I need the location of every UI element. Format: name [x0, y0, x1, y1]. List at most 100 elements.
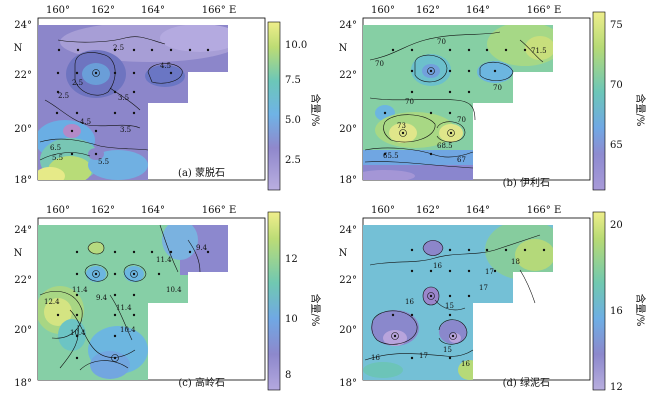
- contour-label: 5.5: [98, 158, 109, 166]
- y-tick-label: 24°: [14, 225, 32, 236]
- contour-label: 9.4: [196, 244, 208, 252]
- contour-labels-c: 9.4 11.4 10.4 12.4 11.4 11.4 10.4 10.4 9…: [44, 244, 208, 337]
- x-tick-label: 160°: [46, 205, 70, 216]
- contour-label: 4.5: [160, 62, 171, 70]
- x-tick-label: 164°: [141, 205, 165, 216]
- contour-label: 4.5: [80, 118, 91, 126]
- y-tick-label: 18°: [339, 378, 357, 389]
- panel-label: (c) 高岭石: [178, 376, 225, 389]
- colorbar-tick: 12: [610, 382, 623, 393]
- contour-label: 70: [493, 84, 502, 92]
- x-axis-ticks: 160° 162° 164° 166° E: [46, 205, 236, 216]
- contour-label: 6.5: [50, 144, 61, 152]
- contour-label: 11.4: [116, 304, 132, 312]
- y-axis-ticks: 24° N 22° 20° 18°: [339, 225, 357, 389]
- colorbar-tick: 10: [285, 314, 298, 325]
- contour-labels-b: 70 71.5 70 73 70 70 68.5 67 65.5 70: [375, 38, 547, 164]
- x-tick-label: 164°: [466, 5, 490, 16]
- colorbar-tick: 70: [610, 80, 623, 91]
- y-tick-label: 18°: [14, 378, 32, 389]
- contour-label: 10.4: [166, 286, 182, 294]
- contour-label: 15: [445, 302, 454, 310]
- colorbar-tick: 8: [285, 370, 291, 381]
- sample-stations-b: [383, 48, 527, 156]
- panel-montmorillonite: 2.5 4.5 3.5 2.5 3.5 6.5 5.5 4.5 5.5 2.5 …: [0, 0, 325, 200]
- contour-label: 2.5: [72, 79, 83, 87]
- panel-label: (d) 绿泥石: [503, 376, 550, 389]
- y-tick-label: 24°: [14, 20, 32, 31]
- x-tick-label: 164°: [466, 205, 490, 216]
- contour-label: 16: [433, 262, 442, 270]
- map-kaolinite: 9.4 11.4 10.4 12.4 11.4 11.4 10.4 10.4 9…: [14, 205, 322, 391]
- y-axis-ticks: 24° N 22° 20° 18°: [14, 20, 32, 186]
- contour-label: 11.4: [156, 256, 172, 264]
- contour-label: 10.4: [120, 326, 136, 334]
- panel-chlorite: 18 17 16 17 16 15 16 17 15 16 (d) 绿泥石 16…: [325, 200, 650, 400]
- y-tick-label: 22°: [14, 70, 32, 81]
- colorbar-tick: 12: [285, 254, 298, 265]
- x-tick-label: 166° E: [527, 205, 562, 216]
- north-label: N: [339, 248, 348, 259]
- contour-label: 70: [457, 116, 466, 124]
- contour-label: 15: [443, 346, 452, 354]
- north-label: N: [14, 248, 23, 259]
- contour-label: 3.5: [120, 126, 131, 134]
- north-label: N: [14, 43, 23, 54]
- y-tick-label: 22°: [14, 275, 32, 286]
- contour-label: 2.5: [113, 44, 124, 52]
- sample-stations-d: [391, 248, 546, 360]
- map-illite: 70 71.5 70 73 70 70 68.5 67 65.5 70 (b) …: [339, 5, 647, 191]
- colorbar-title: 含量/%: [634, 294, 647, 327]
- x-tick-label: 166° E: [202, 5, 237, 16]
- map-chlorite: 18 17 16 17 16 15 16 17 15 16 (d) 绿泥石 16…: [339, 205, 647, 393]
- contour-label: 16: [461, 360, 470, 368]
- y-tick-label: 20°: [14, 124, 32, 135]
- colorbar-tick: 5.0: [285, 115, 301, 126]
- colorbar-title: 含量/%: [634, 94, 647, 127]
- colorbar-title: 含量/%: [309, 294, 322, 327]
- contour-label: 3.5: [118, 94, 129, 102]
- sample-stations-c: [56, 250, 210, 360]
- sample-stations-a: [55, 48, 210, 156]
- colorbar-tick: 10.0: [285, 40, 307, 51]
- contour-label: 70: [375, 60, 384, 68]
- y-tick-label: 20°: [14, 325, 32, 336]
- colorbar-d: 20 16 12 含量/%: [592, 211, 647, 393]
- colorbar-tick: 65: [610, 140, 623, 151]
- colorbar-tick: 16: [610, 306, 623, 317]
- x-tick-label: 162°: [416, 5, 440, 16]
- colorbar-c: 12 10 8 含量/%: [267, 211, 322, 391]
- x-tick-label: 162°: [91, 5, 115, 16]
- y-tick-label: 20°: [339, 325, 357, 336]
- contour-label: 65.5: [383, 152, 399, 160]
- contour-label: 17: [485, 268, 494, 276]
- x-tick-label: 162°: [416, 205, 440, 216]
- y-tick-label: 20°: [339, 124, 357, 135]
- contour-labels-d: 18 17 16 17 16 15 16 17 15 16: [371, 258, 520, 368]
- contour-label: 12.4: [44, 298, 60, 306]
- y-tick-label: 24°: [339, 225, 357, 236]
- contour-label: 71.5: [531, 47, 547, 55]
- x-tick-label: 160°: [46, 5, 70, 16]
- y-tick-label: 22°: [339, 275, 357, 286]
- colorbar-tick: 75: [610, 20, 623, 31]
- contour-label: 68.5: [437, 142, 453, 150]
- y-axis-ticks: 24° N 22° 20° 18°: [14, 225, 32, 389]
- colorbar-b: 75 70 65 含量/%: [592, 11, 647, 191]
- contour-label: 16: [371, 354, 380, 362]
- colorbar-tick: 2.5: [285, 155, 301, 166]
- contour-labels-a: 2.5 4.5 3.5 2.5 3.5 6.5 5.5 4.5 5.5 2.5: [50, 44, 171, 166]
- y-tick-label: 22°: [339, 70, 357, 81]
- x-tick-label: 166° E: [202, 205, 237, 216]
- y-tick-label: 18°: [14, 175, 32, 186]
- x-tick-label: 160°: [371, 5, 395, 16]
- contour-label: 16: [405, 298, 414, 306]
- x-axis-ticks: 160° 162° 164° 166° E: [371, 205, 561, 216]
- contour-label: 17: [479, 284, 488, 292]
- panel-kaolinite: 9.4 11.4 10.4 12.4 11.4 11.4 10.4 10.4 9…: [0, 200, 325, 400]
- contour-label: 67: [457, 156, 466, 164]
- colorbar-a: 10.0 7.5 5.0 2.5 含量/%: [267, 21, 322, 191]
- contour-label: 18: [511, 258, 520, 266]
- panel-illite: 70 71.5 70 73 70 70 68.5 67 65.5 70 (b) …: [325, 0, 650, 200]
- colorbar-tick: 20: [610, 220, 623, 231]
